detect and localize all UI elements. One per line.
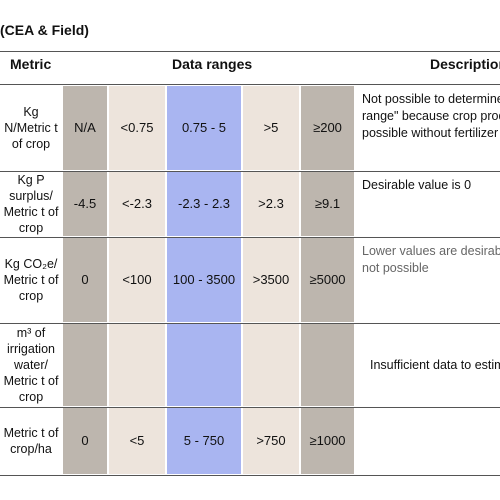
range-cell: <5 (109, 408, 165, 474)
header-ranges: Data ranges (172, 56, 253, 72)
description-line: Lower values are desirab (362, 244, 500, 258)
range-cell (301, 324, 354, 406)
description-text: Insufficient data to estim (370, 357, 500, 374)
range-cell: 100 - 3500 (167, 238, 241, 322)
range-cell: <0.75 (109, 86, 165, 170)
description-line: not possible (362, 261, 429, 275)
description-text: Lower values are desirab not possible (362, 243, 500, 277)
range-cell: 0.75 - 5 (167, 86, 241, 170)
range-cell (63, 324, 107, 406)
range-cell: -2.3 - 2.3 (167, 172, 241, 236)
metric-cell: Kg P surplus/ Metric t of crop (3, 173, 59, 235)
range-cell: ≥5000 (301, 238, 354, 322)
range-cell (167, 324, 241, 406)
metric-cell: Kg N/Metric t of crop (4, 105, 58, 151)
range-cell: N/A (63, 86, 107, 170)
description-cell: Insufficient data to estim (356, 323, 500, 407)
range-cell: 5 - 750 (167, 408, 241, 474)
rule (0, 51, 500, 52)
description-cell (356, 407, 500, 475)
range-cell: 0 (63, 408, 107, 474)
range-cell: <100 (109, 238, 165, 322)
metric-cell: Kg CO₂e/ Metric t of crop (3, 257, 59, 303)
description-line: possible without fertilizer (362, 126, 499, 140)
range-cell: 0 (63, 238, 107, 322)
range-cell: >3500 (243, 238, 299, 322)
range-cell: -4.5 (63, 172, 107, 236)
range-cell: ≥200 (301, 86, 354, 170)
rule (0, 171, 500, 172)
range-cell (243, 324, 299, 406)
description-line: Not possible to determine (362, 92, 500, 106)
description-line: Insufficient data to estim (370, 357, 500, 372)
rule (0, 475, 500, 476)
metric-cell: m³ of irrigation water/ Metric t of crop (3, 326, 59, 404)
header-description: Description (430, 56, 500, 72)
description-cell: Desirable value is 0 (356, 171, 500, 237)
title: (CEA & Field) (0, 22, 89, 38)
rule (0, 84, 500, 85)
rule (0, 407, 500, 408)
description-cell: Not possible to determine range" because … (356, 85, 500, 171)
description-text: Desirable value is 0 (362, 177, 500, 194)
range-cell: >5 (243, 86, 299, 170)
rule (0, 237, 500, 238)
header-metric: Metric (10, 56, 52, 72)
description-text: Not possible to determine range" because … (362, 91, 500, 142)
description-line: range" because crop prod (362, 109, 500, 123)
range-cell: ≥9.1 (301, 172, 354, 236)
metric-cell: Metric t of crop/ha (3, 426, 59, 456)
rule (0, 323, 500, 324)
range-cell: >750 (243, 408, 299, 474)
description-cell: Lower values are desirab not possible (356, 237, 500, 323)
range-cell: ≥1000 (301, 408, 354, 474)
description-line: Desirable value is 0 (362, 178, 472, 192)
range-cell: <-2.3 (109, 172, 165, 236)
range-cell (109, 324, 165, 406)
range-cell: >2.3 (243, 172, 299, 236)
